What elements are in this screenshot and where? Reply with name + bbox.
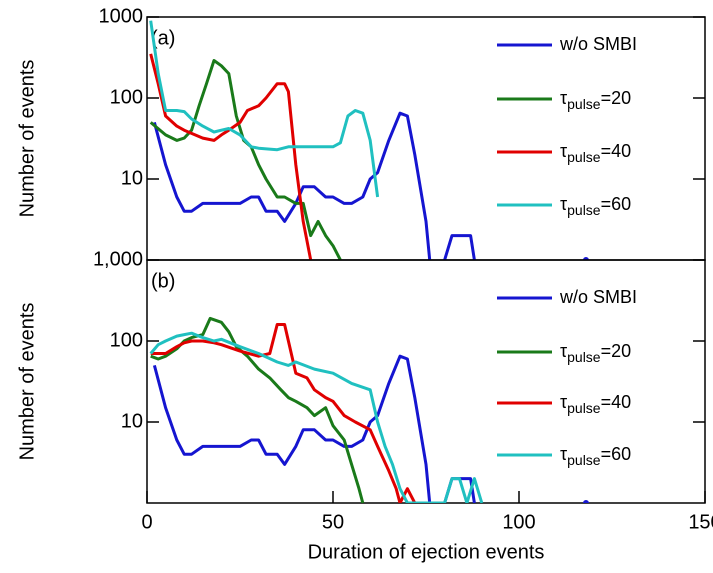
panel-label: (a): [151, 27, 175, 49]
y-tick-label: 10: [121, 410, 143, 432]
legend-label: τpulse=20: [560, 88, 631, 112]
legend-label: τpulse=60: [560, 194, 631, 218]
legend-label: w/o SMBI: [559, 287, 637, 307]
y-axis-label: Number of events: [16, 60, 38, 218]
y-tick-label: 1000: [99, 5, 144, 27]
x-tick-label: 100: [502, 511, 535, 533]
series-line: [443, 234, 476, 260]
panel-label: (b): [151, 270, 175, 292]
series-line: [149, 20, 380, 198]
legend-label: τpulse=40: [560, 141, 631, 165]
series-line: [152, 354, 432, 503]
series-group: [149, 316, 589, 503]
legend-label: τpulse=60: [560, 444, 631, 468]
series-line: [149, 331, 484, 503]
legend-label: w/o SMBI: [559, 34, 637, 54]
series-line: [152, 111, 432, 260]
legend-label: τpulse=20: [560, 341, 631, 365]
series-line: [150, 316, 365, 503]
series-line: [150, 323, 417, 503]
y-tick-label: 1,000: [93, 248, 143, 270]
series-line: [149, 53, 313, 260]
series-line: [149, 59, 342, 260]
y-tick-label: 10: [121, 167, 143, 189]
legend-label: τpulse=40: [560, 392, 631, 416]
y-tick-label: 100: [110, 329, 143, 351]
x-tick-label: 50: [322, 511, 344, 533]
data-point: [582, 500, 589, 503]
x-tick-label: 0: [141, 511, 152, 533]
series-group: [149, 20, 589, 260]
y-tick-label: 100: [110, 86, 143, 108]
y-axis-label: Number of events: [16, 303, 38, 461]
x-tick-label: 150: [688, 511, 713, 533]
x-axis-label: Duration of ejection events: [308, 541, 545, 563]
